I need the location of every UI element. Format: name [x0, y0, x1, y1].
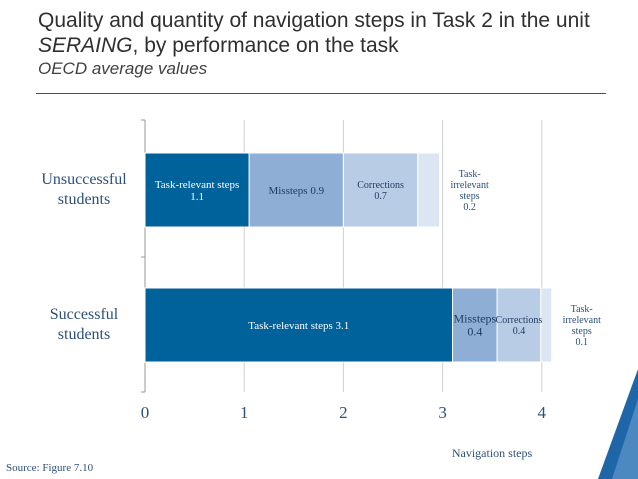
data-label-line: Corrections [496, 315, 543, 326]
data-label: Task-irrelevant steps 0.2 [450, 169, 489, 213]
data-label: Task-relevant steps 1.1 [155, 179, 239, 203]
data-labels: Task-relevant steps 1.1 Missteps 0.9 Correc… [155, 169, 601, 348]
x-tick-label: 0 [141, 403, 150, 422]
data-label-line: Task-relevant steps 3.1 [248, 320, 349, 332]
category-label-line: students [58, 191, 110, 208]
data-label-line: Task- [571, 304, 593, 315]
bar-segment [452, 287, 498, 363]
bar-segment [144, 152, 250, 228]
title-block: Quality and quantity of navigation steps… [38, 8, 618, 79]
title-rest: , by performance on the task [132, 34, 399, 57]
unit-name: SERAING [38, 34, 133, 57]
category-label: Successful students [50, 306, 119, 343]
corner-decoration [598, 369, 638, 479]
bar-segment [248, 152, 344, 228]
data-label: Corrections 0.4 [496, 315, 543, 337]
bar-segment [496, 287, 542, 363]
x-axis-title: Navigation steps [452, 446, 533, 460]
data-label: Task-relevant steps 3.1 [248, 320, 349, 332]
bars [144, 152, 553, 363]
data-label-line: irrelevant [563, 315, 602, 326]
data-label-line: 0.4 [513, 326, 526, 337]
category-label-line: Unsuccessful [41, 171, 127, 188]
chart-title-line-1: Quality and quantity of navigation steps… [38, 9, 590, 32]
data-label-line: 0.2 [463, 202, 476, 213]
data-label: Missteps 0.4 [453, 312, 496, 339]
bar-segment [540, 287, 553, 363]
data-label-line: steps [572, 326, 592, 337]
data-label-line: Corrections [357, 180, 404, 191]
data-label-line: Task-relevant steps [155, 179, 239, 191]
chart-subtitle: OECD average values [38, 59, 208, 78]
data-label-line: Missteps 0.9 [268, 185, 324, 197]
bar-segment [342, 152, 419, 228]
data-label-line: steps [460, 191, 480, 202]
category-label: Unsuccessful students [41, 171, 127, 208]
data-label-line: 0.4 [467, 325, 482, 339]
chart-title-line-2: SERAING, by performance on the task [38, 33, 618, 58]
x-tick-label: 3 [438, 403, 447, 422]
title-divider [36, 93, 606, 94]
data-label: Task-irrelevant steps 0.1 [563, 304, 602, 348]
category-label-line: Successful [50, 306, 119, 323]
data-label-line: irrelevant [450, 180, 489, 191]
data-label-line: 0.7 [374, 191, 387, 202]
data-label-line: 1.1 [190, 191, 204, 203]
bar-segment [144, 287, 454, 363]
x-tick-label: 4 [538, 403, 547, 422]
data-label-line: Task- [459, 169, 481, 180]
category-label-line: students [58, 326, 110, 343]
data-label-line: 0.1 [575, 337, 588, 348]
source-note: Source: Figure 7.10 [6, 462, 94, 474]
data-label: Corrections 0.7 [357, 180, 404, 202]
x-tick-label: 2 [339, 403, 348, 422]
bar-segment [417, 152, 441, 228]
data-label: Missteps 0.9 [268, 185, 324, 197]
data-label-line: Missteps [453, 312, 496, 326]
x-tick-label: 1 [240, 403, 249, 422]
